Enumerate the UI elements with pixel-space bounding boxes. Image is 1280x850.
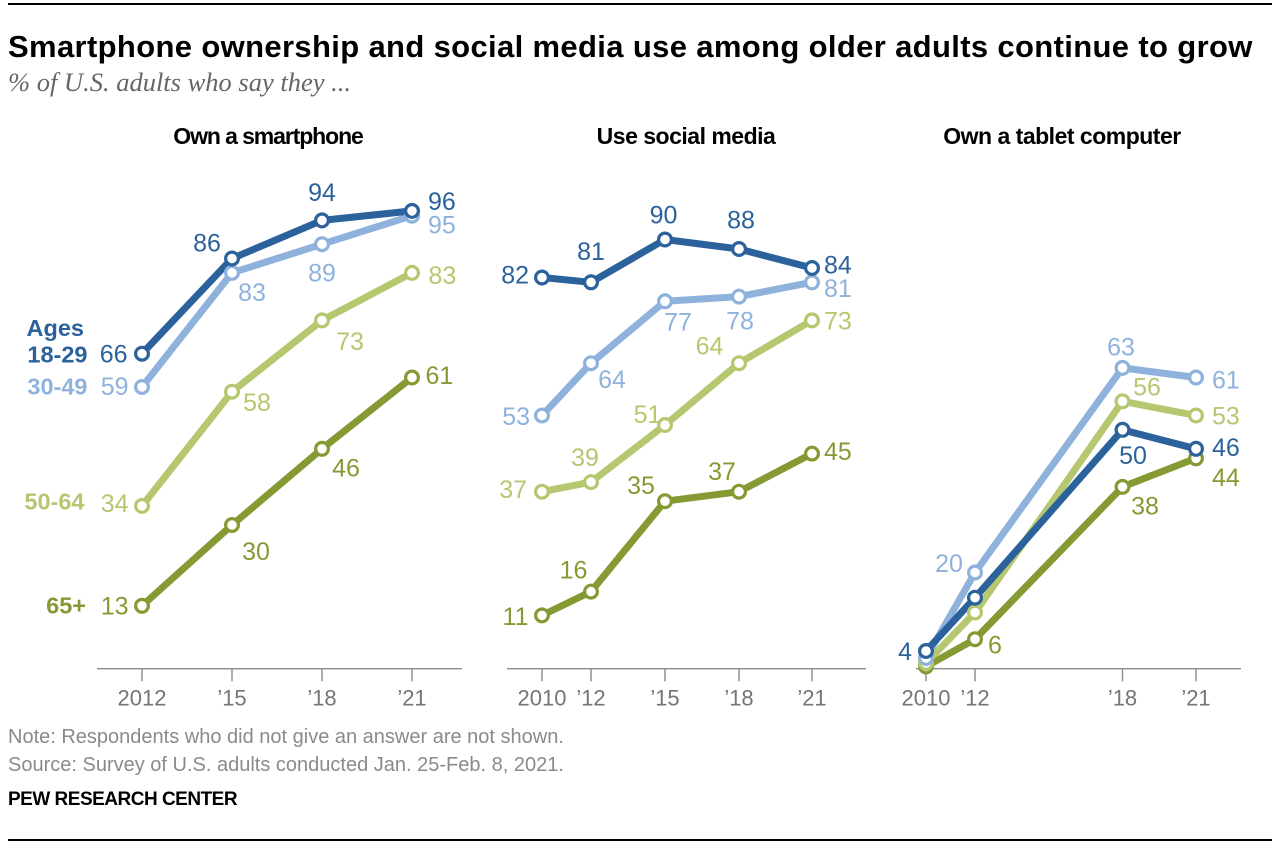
svg-text:’21: ’21: [1181, 686, 1210, 711]
svg-text:53: 53: [502, 403, 530, 431]
svg-text:73: 73: [824, 308, 852, 336]
svg-text:81: 81: [824, 275, 852, 303]
svg-text:4: 4: [898, 638, 912, 666]
svg-text:46: 46: [332, 454, 360, 482]
svg-text:95: 95: [428, 212, 456, 240]
svg-text:65+: 65+: [46, 593, 86, 619]
svg-text:61: 61: [1212, 366, 1240, 394]
svg-text:38: 38: [1131, 493, 1159, 521]
svg-text:77: 77: [664, 309, 692, 337]
svg-text:’21: ’21: [397, 686, 426, 711]
svg-text:34: 34: [101, 490, 129, 518]
svg-text:30: 30: [242, 538, 270, 566]
svg-text:35: 35: [627, 472, 655, 500]
svg-text:96: 96: [428, 188, 456, 216]
svg-text:66: 66: [100, 341, 128, 369]
svg-text:37: 37: [499, 476, 527, 504]
svg-text:’18: ’18: [307, 686, 336, 711]
svg-text:2010: 2010: [518, 686, 567, 711]
svg-text:90: 90: [650, 201, 678, 229]
svg-text:50-64: 50-64: [24, 489, 84, 515]
svg-text:89: 89: [308, 260, 336, 288]
svg-text:64: 64: [696, 333, 724, 361]
svg-text:’15: ’15: [650, 686, 679, 711]
svg-text:6: 6: [988, 632, 1002, 660]
svg-text:94: 94: [308, 179, 336, 207]
svg-text:16: 16: [560, 557, 588, 585]
svg-text:45: 45: [824, 438, 852, 466]
svg-text:86: 86: [193, 230, 221, 258]
svg-text:53: 53: [1212, 403, 1240, 431]
svg-text:30-49: 30-49: [27, 374, 87, 400]
svg-text:Ages: Ages: [27, 315, 84, 341]
svg-text:50: 50: [1119, 442, 1147, 470]
svg-text:88: 88: [727, 206, 755, 234]
svg-text:61: 61: [426, 362, 454, 390]
svg-text:’12: ’12: [576, 686, 605, 711]
svg-text:51: 51: [634, 401, 662, 429]
svg-text:78: 78: [726, 307, 754, 335]
svg-text:’18: ’18: [1108, 686, 1137, 711]
svg-text:44: 44: [1212, 464, 1240, 492]
svg-text:39: 39: [571, 444, 599, 472]
svg-text:64: 64: [598, 366, 626, 394]
svg-text:’21: ’21: [797, 686, 826, 711]
svg-text:58: 58: [243, 389, 271, 417]
svg-text:46: 46: [1212, 434, 1240, 462]
svg-text:73: 73: [336, 328, 364, 356]
svg-text:Use social media: Use social media: [597, 123, 776, 149]
svg-text:2012: 2012: [118, 686, 167, 711]
svg-text:81: 81: [577, 238, 605, 266]
svg-text:37: 37: [708, 458, 736, 486]
svg-text:13: 13: [101, 593, 129, 621]
svg-text:18-29: 18-29: [27, 342, 87, 368]
svg-text:63: 63: [1107, 334, 1135, 362]
svg-text:84: 84: [824, 251, 852, 279]
svg-text:83: 83: [429, 262, 457, 290]
svg-text:Own a tablet computer: Own a tablet computer: [943, 123, 1181, 149]
svg-text:Own a smartphone: Own a smartphone: [173, 123, 363, 149]
svg-text:2010: 2010: [902, 686, 951, 711]
svg-text:20: 20: [935, 550, 963, 578]
svg-text:’18: ’18: [724, 686, 753, 711]
svg-text:11: 11: [503, 603, 529, 631]
svg-text:82: 82: [501, 262, 529, 290]
svg-text:’15: ’15: [217, 686, 246, 711]
svg-text:’12: ’12: [960, 686, 989, 711]
svg-text:56: 56: [1133, 374, 1161, 402]
svg-text:83: 83: [238, 279, 266, 307]
svg-text:59: 59: [101, 373, 129, 401]
